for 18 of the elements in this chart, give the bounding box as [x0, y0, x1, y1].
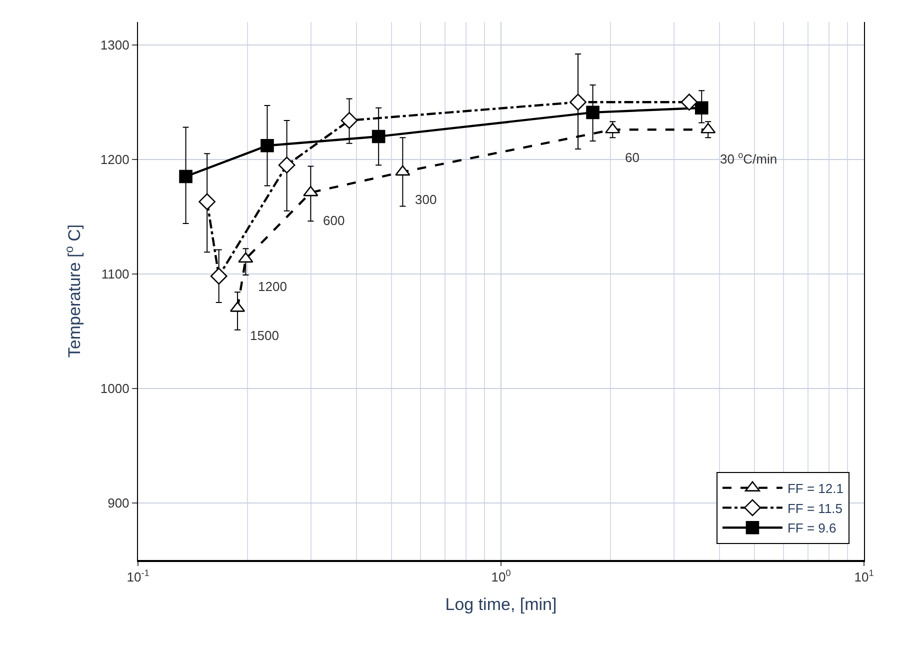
x-tick-label: 10$^{-1}$ [126, 568, 150, 584]
annotation: 300 [415, 192, 437, 207]
legend-label: FF = 11.5 [787, 500, 843, 516]
annotation: 1200 [258, 279, 287, 294]
y-tick-label: 1200 [100, 152, 130, 167]
y-tick-label: 1100 [101, 266, 130, 282]
legend-label: FF = 9.6 [787, 520, 836, 536]
x-axis-title: Log time, [min] [445, 595, 557, 614]
annotation: 30 $^{o}$C/min [720, 150, 778, 166]
y-tick-label: 900 [108, 495, 130, 510]
annotation: 60 [625, 150, 640, 165]
annotation: 1500 [250, 328, 279, 343]
y-tick-label: 1000 [100, 380, 130, 396]
legend-label: FF = 12.1 [787, 480, 844, 496]
x-tick-label: 10$^{0}$ [491, 568, 511, 584]
x-tick-label: 10$^{1}$ [854, 568, 874, 584]
annotation: 600 [323, 213, 345, 228]
y-tick-label: 1300 [100, 37, 130, 52]
